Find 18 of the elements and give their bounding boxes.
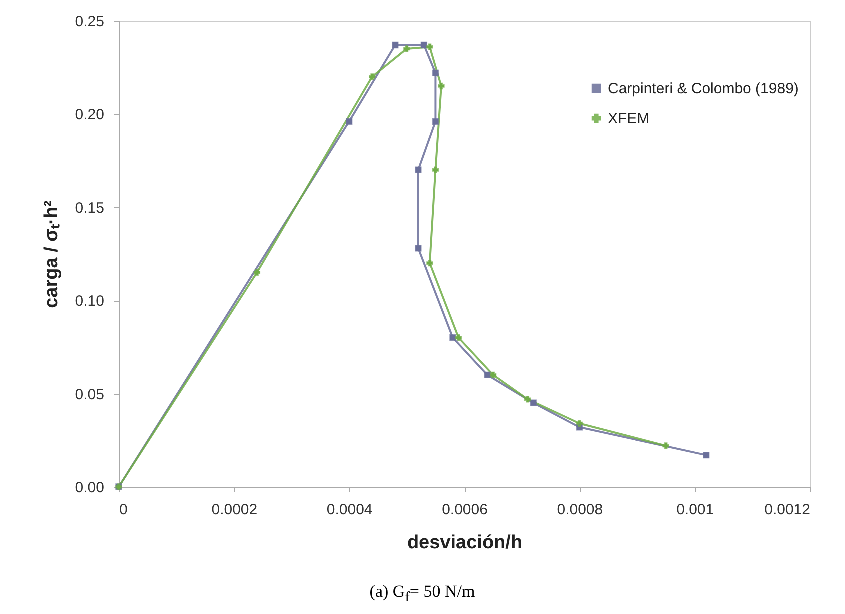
x-tick-label: 0.0012 (764, 502, 810, 518)
y-tick-label: 0.00 (75, 480, 104, 496)
y-tick-label: 0.15 (75, 200, 104, 217)
x-tick-label: 0.0004 (326, 502, 373, 518)
y-tick-label: 0.25 (75, 14, 104, 30)
x-axis-title: desviación/h (407, 532, 523, 554)
x-tick-label: 0 (120, 502, 128, 518)
text: (a) G$_{f}$= 50 N/m (368, 582, 476, 606)
x-tick-label: 0.0008 (557, 502, 604, 518)
y-axis-title: carga / σₜ·h² (41, 200, 62, 308)
x-tick-label: 0.0006 (442, 502, 488, 518)
legend-label: XFEM (608, 110, 650, 128)
x-tick-label: 0.0002 (212, 502, 258, 518)
legend-label: Carpinteri & Colombo (1989) (608, 80, 799, 98)
y-tick-label: 0.20 (75, 106, 104, 124)
y-tick-label: 0.05 (75, 386, 104, 404)
y-tick-label: 0.10 (75, 293, 104, 310)
x-tick-label: 0.001 (676, 502, 714, 518)
